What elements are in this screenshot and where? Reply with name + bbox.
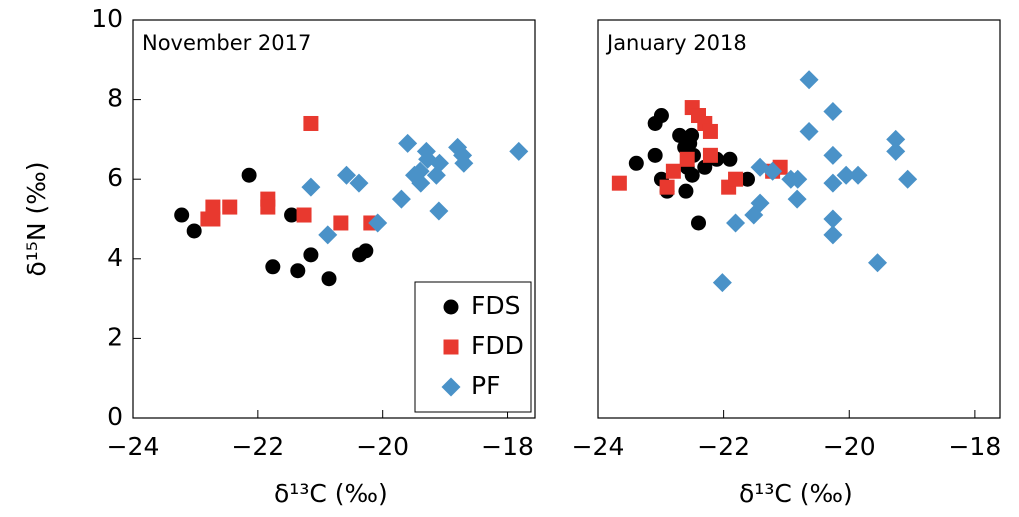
point [886, 141, 906, 161]
point [509, 141, 529, 161]
x-tick-label: −18 [948, 432, 1001, 461]
x-tick-label: −24 [107, 432, 160, 461]
point [679, 151, 695, 167]
point [799, 70, 819, 90]
point [665, 163, 681, 179]
legend-box [414, 281, 532, 413]
point [672, 127, 688, 143]
point [702, 147, 718, 163]
point [174, 207, 190, 223]
point [750, 193, 770, 213]
point [429, 153, 449, 173]
x-axis-label: δ¹³C (‰) [739, 479, 853, 508]
x-tick-label: −20 [356, 432, 409, 461]
point [336, 165, 356, 185]
point [321, 271, 337, 287]
point [678, 183, 694, 199]
x-tick-label: −18 [481, 432, 534, 461]
legend-label: PF [471, 371, 500, 400]
point [611, 175, 627, 191]
point [303, 247, 319, 263]
y-tick-label: 10 [91, 4, 123, 33]
point [712, 273, 732, 293]
point [823, 102, 843, 122]
point [398, 133, 418, 153]
panel-title: November 2017 [142, 31, 311, 55]
x-tick-label: −22 [231, 432, 284, 461]
point [303, 115, 319, 131]
point [205, 211, 221, 227]
point [333, 215, 349, 231]
point [823, 225, 843, 245]
point [296, 207, 312, 223]
point [653, 108, 669, 124]
point [301, 177, 321, 197]
point [265, 259, 281, 275]
point [205, 199, 221, 215]
plot-frame [597, 19, 1001, 419]
x-tick-label: −22 [697, 432, 750, 461]
point [260, 199, 276, 215]
y-tick-label: 6 [107, 163, 123, 192]
point [368, 213, 388, 233]
point [697, 159, 713, 175]
point [739, 171, 755, 187]
point [684, 127, 700, 143]
x-tick-label: −20 [823, 432, 876, 461]
point [429, 201, 449, 221]
y-tick-label: 0 [107, 402, 123, 431]
point [823, 173, 843, 193]
y-tick-label: 2 [107, 322, 123, 351]
point [702, 123, 718, 139]
legend-label: FDS [471, 291, 521, 320]
y-tick-label: 8 [107, 84, 123, 113]
point [186, 223, 202, 239]
y-axis-label: δ¹⁵N (‰) [22, 161, 51, 276]
point [799, 121, 819, 141]
point [823, 209, 843, 229]
plot-frame [132, 19, 536, 419]
point [391, 189, 411, 209]
point [454, 153, 474, 173]
point [728, 171, 744, 187]
point [318, 225, 338, 245]
point [836, 165, 856, 185]
point [284, 207, 300, 223]
point [848, 165, 868, 185]
point [241, 167, 257, 183]
point [726, 213, 746, 233]
point [358, 243, 374, 259]
x-axis-label: δ¹³C (‰) [274, 479, 388, 508]
point [787, 189, 807, 209]
point [823, 145, 843, 165]
panel-title: January 2018 [605, 31, 747, 55]
point [628, 155, 644, 171]
point [659, 179, 675, 195]
legend-marker [443, 299, 459, 315]
point [684, 167, 700, 183]
point [647, 147, 663, 163]
legend-marker [441, 377, 461, 397]
point [290, 263, 306, 279]
point [763, 161, 783, 181]
point [411, 173, 431, 193]
point [886, 129, 906, 149]
point [788, 169, 808, 189]
legend-label: FDD [471, 331, 524, 360]
y-tick-label: 4 [107, 243, 123, 272]
point [722, 151, 738, 167]
point [349, 173, 369, 193]
point [222, 199, 238, 215]
point [410, 161, 430, 181]
point [898, 169, 918, 189]
x-tick-label: −24 [572, 432, 625, 461]
point [868, 253, 888, 273]
point [691, 215, 706, 231]
legend-marker [443, 339, 459, 355]
